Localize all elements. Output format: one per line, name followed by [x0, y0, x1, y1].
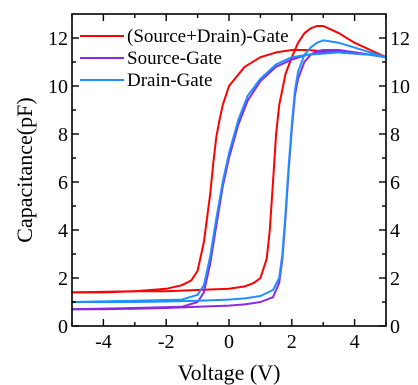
- y-tick-label-right: 4: [390, 220, 400, 242]
- series-0-reverse-line: [71, 25, 387, 294]
- y-tick-label-left: 8: [58, 124, 68, 146]
- x-tick-label: 2: [287, 331, 297, 353]
- y-tick-label-left: 10: [48, 76, 68, 98]
- legend-label: (Source+Drain)-Gate: [127, 26, 289, 47]
- x-tick-label: -4: [95, 331, 112, 353]
- series-2-forward-line: [71, 51, 387, 303]
- legend-label: Source-Gate: [127, 48, 222, 69]
- legend-label: Drain-Gate: [127, 70, 212, 91]
- y-tick-label-left: 6: [58, 172, 68, 194]
- x-axis-ticks: -4 -2 0 2 4: [71, 14, 387, 353]
- series-layer: [71, 25, 387, 311]
- plot-frame: [71, 13, 387, 327]
- y-tick-label-right: 12: [390, 28, 410, 50]
- x-axis-title: Voltage (V): [178, 360, 281, 385]
- y-axis-ticks: 0 0 2 2 4 4 6 6 8 8 10 10 12 12: [48, 28, 410, 338]
- y-tick-label-right: 2: [390, 268, 400, 290]
- y-tick-label-right: 8: [390, 124, 400, 146]
- x-tick-label: 4: [350, 331, 360, 353]
- x-tick-label: -2: [158, 331, 175, 353]
- y-tick-label-left: 2: [58, 268, 68, 290]
- y-tick-label-right: 0: [390, 316, 400, 338]
- y-tick-label-left: 12: [48, 28, 68, 50]
- y-tick-label-right: 10: [390, 76, 410, 98]
- y-tick-label-left: 0: [58, 316, 68, 338]
- x-tick-label: 0: [224, 331, 234, 353]
- series-0-forward-line: [71, 49, 387, 294]
- series-2-reverse-line: [71, 39, 387, 303]
- y-tick-label-left: 4: [58, 220, 68, 242]
- y-axis-title: Capacitance(pF): [12, 97, 37, 242]
- y-tick-label-right: 6: [390, 172, 400, 194]
- series-1-forward-line: [71, 50, 387, 311]
